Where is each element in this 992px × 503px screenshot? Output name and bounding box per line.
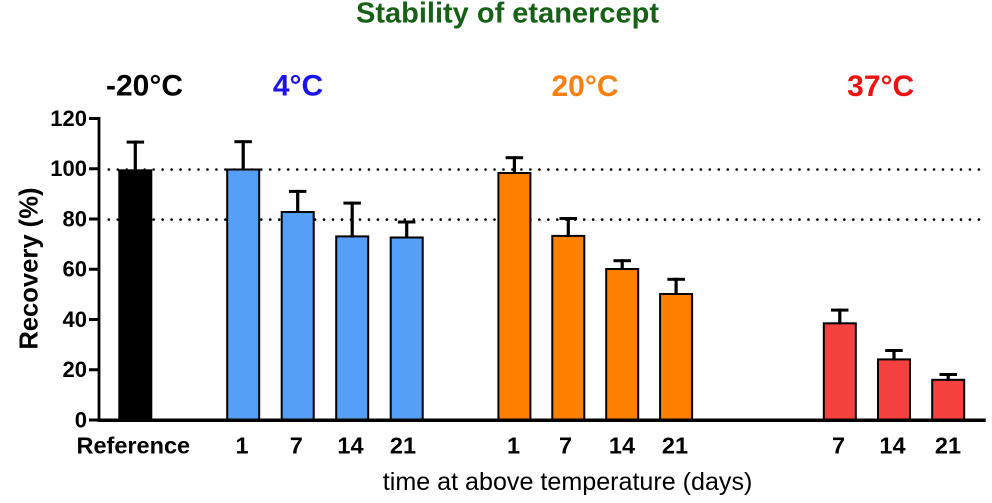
svg-text:21: 21: [390, 433, 416, 459]
svg-text:7: 7: [290, 433, 303, 459]
svg-text:Recovery (%): Recovery (%): [15, 188, 43, 350]
svg-text:14: 14: [609, 433, 635, 459]
svg-text:7: 7: [832, 433, 845, 459]
svg-text:4°C: 4°C: [273, 70, 323, 103]
svg-text:120: 120: [50, 106, 87, 131]
svg-text:20: 20: [63, 357, 87, 382]
svg-text:14: 14: [337, 433, 363, 459]
svg-text:37°C: 37°C: [847, 70, 914, 103]
svg-text:20°C: 20°C: [551, 70, 618, 103]
svg-text:80: 80: [63, 206, 87, 231]
svg-text:1: 1: [507, 433, 520, 459]
svg-text:7: 7: [559, 433, 572, 459]
svg-text:Stability of etanercept: Stability of etanercept: [356, 0, 659, 30]
svg-text:Reference: Reference: [76, 433, 190, 459]
svg-text:-20°C: -20°C: [106, 70, 183, 103]
svg-text:14: 14: [879, 433, 905, 459]
svg-text:60: 60: [63, 257, 87, 282]
svg-text:time at above temperature (day: time at above temperature (days): [383, 468, 753, 496]
svg-text:40: 40: [63, 307, 87, 332]
svg-text:1: 1: [235, 433, 248, 459]
svg-text:0: 0: [75, 407, 87, 432]
svg-text:21: 21: [662, 433, 688, 459]
svg-text:100: 100: [50, 156, 87, 181]
svg-text:21: 21: [935, 433, 961, 459]
